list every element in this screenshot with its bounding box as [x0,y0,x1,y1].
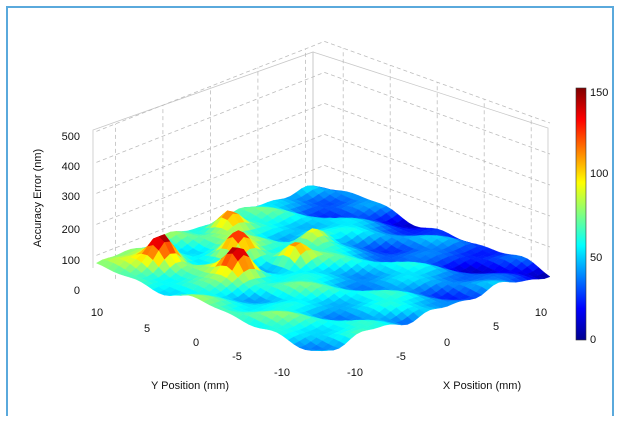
x-tick-0: 0 [444,337,450,349]
colorbar: 150 100 50 0 [575,87,608,346]
colorbar-tick-0: 0 [590,334,596,346]
z-axis-label: Accuracy Error (nm) [32,149,44,247]
x-axis-label: X Position (mm) [443,380,521,392]
grid-z-400-left [96,72,325,163]
grid-z-200-left [96,134,325,225]
z-tick-500: 500 [62,131,80,143]
x-tick-10: 10 [535,307,547,319]
gridlines [96,41,551,279]
z-tick-200: 200 [62,224,80,236]
y-axis-label: Y Position (mm) [151,380,229,392]
axes-box [92,51,549,270]
grid-z-200-right [324,134,551,217]
x-tick-neg5: -5 [396,351,406,363]
colorbar-tick-50: 50 [590,252,602,264]
colorbar-gradient [575,87,587,341]
x-tick-neg10: -10 [347,367,363,379]
y-tick-5: 5 [144,323,150,335]
y-tick-10: 10 [91,307,103,319]
colorbar-tick-100: 100 [590,168,608,180]
grid-z-400-right [324,72,551,155]
z-tick-400: 400 [62,161,80,173]
z-tick-0: 0 [74,285,80,297]
x-tick-5: 5 [493,321,499,333]
y-tick-neg5: -5 [232,351,242,363]
z-tick-300: 300 [62,191,80,203]
error-surface [95,185,551,352]
tick-labels: 500 400 300 200 100 0 10 5 0 -5 -10 -10 … [62,131,547,379]
right-wall [312,51,549,270]
y-tick-0: 0 [193,337,199,349]
y-tick-neg10: -10 [274,367,290,379]
colorbar-tick-150: 150 [590,87,608,99]
z-tick-100: 100 [62,255,80,267]
